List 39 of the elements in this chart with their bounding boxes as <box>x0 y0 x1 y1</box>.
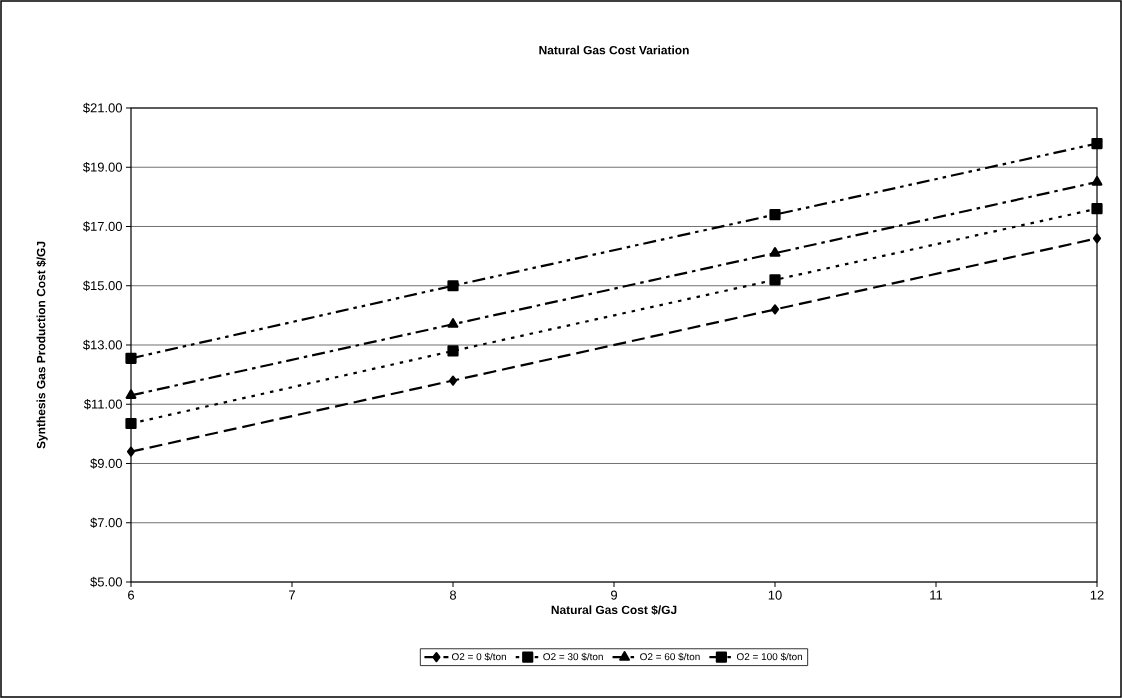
y-tick-label: $21.00 <box>83 102 122 114</box>
point <box>1091 203 1103 215</box>
y-tick-label: $7.00 <box>90 517 122 528</box>
y-tick-label: $13.00 <box>83 339 122 351</box>
point <box>770 304 780 315</box>
y-tick-label: $9.00 <box>90 458 122 469</box>
point <box>125 417 137 430</box>
y-tick-label: $5.00 <box>90 576 122 588</box>
point <box>125 352 137 364</box>
x-tick-label: 9 <box>611 590 617 600</box>
y-tick-label: $15.00 <box>83 280 122 291</box>
point <box>1091 175 1103 186</box>
point <box>769 247 781 257</box>
point <box>448 375 458 386</box>
x-tick-label: 10 <box>768 590 782 600</box>
point <box>447 318 459 328</box>
y-tick-label: $19.00 <box>83 162 122 173</box>
y-tick-label: $17.00 <box>83 221 122 232</box>
point <box>447 280 459 292</box>
point <box>447 345 459 357</box>
legend-label: O2 = 30 $/ton <box>543 652 603 661</box>
y-axis-title: Synthesis Gas Production Cost $/GJ <box>36 241 48 449</box>
point <box>769 274 781 286</box>
point <box>126 446 136 457</box>
point <box>1091 137 1103 150</box>
point <box>125 389 137 399</box>
chart-title: Natural Gas Cost Variation <box>539 45 689 55</box>
legend-label: O2 = 100 $/ton <box>736 652 803 661</box>
x-tick-label: 7 <box>289 590 295 600</box>
x-tick-label: 12 <box>1090 590 1104 600</box>
point <box>769 209 781 221</box>
legend-label: O2 = 60 $/ton <box>640 652 700 661</box>
x-axis-title: Natural Gas Cost $/GJ <box>551 605 677 615</box>
legend-label: O2 = 0 $/ton <box>451 652 506 661</box>
x-tick-label: 8 <box>449 590 457 600</box>
y-tick-label: $11.00 <box>83 399 122 410</box>
point <box>1092 233 1102 244</box>
x-tick-label: 11 <box>930 590 943 600</box>
x-tick-label: 6 <box>128 590 135 600</box>
